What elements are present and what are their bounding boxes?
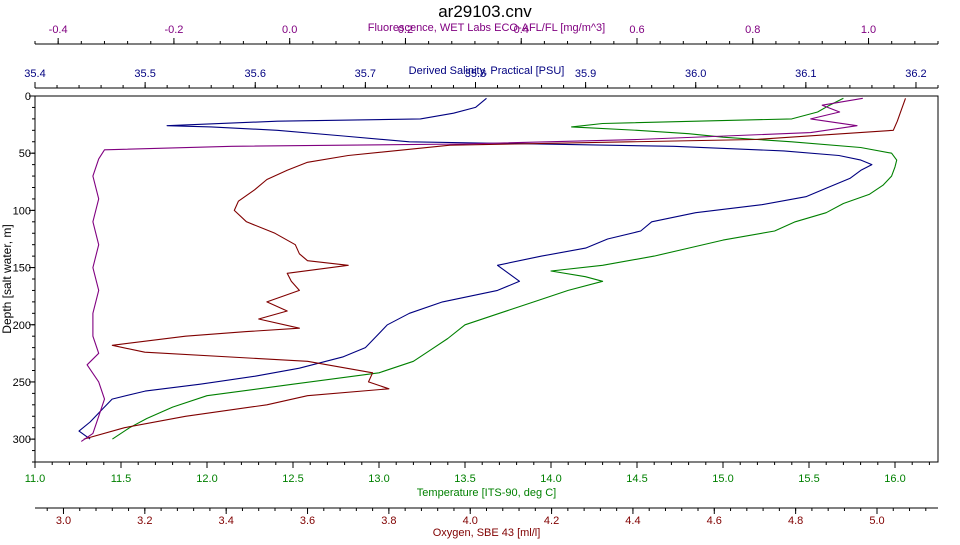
salinity-axis-title: Derived Salinity, Practical [PSU]: [409, 65, 565, 77]
oxygen-tick-label: 3.0: [56, 515, 71, 527]
depth-axis-title: Depth [salt water, m]: [0, 224, 14, 333]
temperature-tick-label: 15.5: [798, 473, 819, 485]
oxygen-tick-label: 4.4: [625, 515, 640, 527]
salinity-tick-label: 36.2: [905, 68, 926, 80]
temperature-tick-label: 12.5: [282, 473, 303, 485]
oxygen-tick-label: 4.0: [463, 515, 478, 527]
fluorescence-profile-line: [80, 97, 863, 442]
salinity-profile-line: [78, 97, 873, 440]
salinity-tick-label: 35.8: [465, 68, 486, 80]
series-layer: [78, 97, 907, 442]
temperature-tick-label: 16.0: [884, 473, 905, 485]
temperature-axis-title: Temperature [ITS-90, deg C]: [417, 487, 556, 499]
temperature-tick-label: 11.5: [111, 473, 132, 485]
temperature-tick-label: 15.0: [712, 473, 733, 485]
oxygen-tick-label: 5.0: [869, 515, 884, 527]
salinity-tick-label: 36.1: [795, 68, 816, 80]
oxygen-tick-label: 4.6: [707, 515, 722, 527]
fluorescence-tick-label: 0.4: [514, 24, 529, 36]
temperature-tick-label: 14.0: [540, 473, 561, 485]
temperature-tick-label: 12.0: [196, 473, 217, 485]
fluorescence-tick-label: -0.2: [164, 24, 183, 36]
oxygen-tick-label: 3.2: [137, 515, 152, 527]
oxygen-profile-line: [83, 98, 907, 440]
salinity-tick-label: 35.5: [134, 68, 155, 80]
temperature-tick-label: 13.5: [454, 473, 475, 485]
fluorescence-tick-label: -0.4: [49, 24, 68, 36]
fluorescence-axis-title: Fluorescence, WET Labs ECO-AFL/FL [mg/m^…: [368, 22, 605, 34]
depth-tick-label: 150: [13, 263, 31, 275]
salinity-axis: 35.4 35.5 35.6 35.7 35.8 35.9 36.0 36.1 36.2 Deri…: [24, 65, 939, 89]
depth-tick-label: 50: [19, 148, 31, 160]
salinity-tick-label: 35.4: [24, 68, 45, 80]
depth-axis: 0 50 100 150 200 250 300 Depth [salt water, m]: [0, 91, 35, 463]
chart-title: ar29103.cnv: [438, 2, 532, 21]
temperature-tick-label: 11.0: [25, 473, 46, 485]
fluorescence-tick-label: 0.8: [745, 24, 760, 36]
plot-frame: [34, 95, 939, 463]
oxygen-tick-label: 3.4: [219, 515, 234, 527]
oxygen-tick-label: 3.6: [300, 515, 315, 527]
salinity-tick-label: 36.0: [685, 68, 706, 80]
fluorescence-tick-label: 0.6: [629, 24, 644, 36]
oxygen-axis: 3.0 3.2 3.4 3.6 3.8 4.0 4.2 4.4 4.6 4.8 5.0 Oxygen,…: [35, 507, 938, 539]
oxygen-tick-label: 4.2: [544, 515, 559, 527]
fluorescence-tick-label: 0.2: [398, 24, 413, 36]
salinity-tick-label: 35.6: [245, 68, 266, 80]
axes-layer: -0.4 -0.2 0.0 0.2 0.4 0.6 0.8 1.0 Fluorescence, …: [0, 22, 939, 539]
fluorescence-axis: -0.4 -0.2 0.0 0.2 0.4 0.6 0.8 1.0 Fluorescence, …: [34, 22, 939, 45]
oxygen-tick-label: 4.8: [788, 515, 803, 527]
temperature-tick-label: 13.0: [368, 473, 389, 485]
fluorescence-tick-label: 1.0: [861, 24, 876, 36]
depth-tick-label: 250: [13, 377, 31, 389]
salinity-tick-label: 35.9: [575, 68, 596, 80]
temperature-tick-label: 14.5: [626, 473, 647, 485]
depth-tick-label: 0: [25, 91, 31, 103]
temperature-axis: 11.0 11.5 12.0 12.5 13.0 13.5 14.0 14.5 15.0 15.5…: [25, 462, 930, 499]
depth-tick-label: 200: [13, 320, 31, 332]
temperature-profile-line: [112, 97, 898, 440]
oxygen-axis-title: Oxygen, SBE 43 [ml/l]: [433, 527, 541, 539]
depth-tick-label: 100: [13, 205, 31, 217]
salinity-tick-label: 35.7: [355, 68, 376, 80]
depth-tick-label: 300: [13, 434, 31, 446]
oxygen-tick-label: 3.8: [381, 515, 396, 527]
fluorescence-tick-label: 0.0: [282, 24, 297, 36]
